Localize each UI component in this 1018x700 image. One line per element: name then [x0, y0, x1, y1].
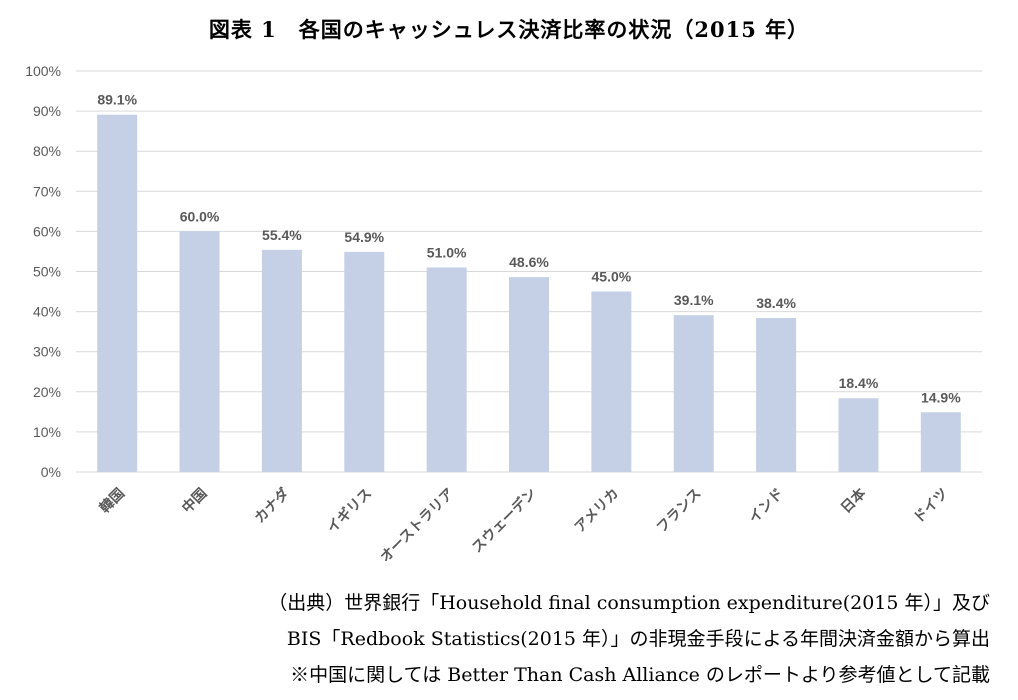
source-note-line-1: （出典）世界銀行「Household final consumption exp…	[268, 592, 990, 614]
bar	[97, 114, 138, 473]
data-label: 89.1%	[97, 92, 137, 108]
data-label: 51.0%	[427, 244, 467, 260]
bar	[344, 251, 385, 472]
y-tick-label: 0%	[41, 464, 61, 480]
x-tick-label: オーストラリア	[377, 486, 457, 566]
bar-chart: 0% 10% 20% 30% 40% 50% 60% 70% 80% 90% 100% 89.1% 6…	[25, 63, 982, 566]
y-tick-label: 90%	[33, 103, 61, 119]
bar	[920, 412, 961, 472]
y-tick-label: 100%	[25, 63, 61, 79]
bars	[97, 114, 961, 473]
data-label: 55.4%	[262, 227, 302, 243]
x-tick-label: アメリカ	[572, 486, 622, 536]
y-tick-label: 20%	[33, 384, 61, 400]
source-note-line-2: BIS「Redbook Statistics(2015 年）」の非現金手段による…	[286, 628, 990, 650]
y-axis-ticks: 0% 10% 20% 30% 40% 50% 60% 70% 80% 90% 100%	[25, 63, 61, 480]
x-tick-label: イギリス	[323, 485, 375, 537]
y-tick-label: 10%	[33, 424, 61, 440]
y-tick-label: 70%	[33, 183, 61, 199]
data-label: 18.4%	[839, 375, 879, 391]
chart-title: 図表 1 各国のキャッシュレス決済比率の状況（2015 年）	[208, 17, 810, 42]
data-labels: 89.1% 60.0% 55.4% 54.9% 51.0% 48.6% 45.0% 39.1%…	[97, 92, 961, 406]
x-axis-labels: 韓国 中国 カナダ イギリス オーストラリア スウェーデン アメリカ フランス インド 日本 ドイツ	[96, 484, 951, 566]
y-tick-label: 40%	[33, 304, 61, 320]
y-tick-label: 50%	[33, 264, 61, 280]
x-tick-label: 中国	[179, 485, 211, 517]
data-label: 38.4%	[756, 295, 796, 311]
bar	[673, 315, 714, 472]
data-label: 45.0%	[592, 269, 632, 285]
x-tick-label: フランス	[654, 486, 705, 537]
x-tick-label: スウェーデン	[468, 485, 539, 556]
y-tick-label: 60%	[33, 223, 61, 239]
source-note-line-3: ※中国に関しては Better Than Cash Alliance のレポート…	[290, 664, 990, 686]
data-label: 48.6%	[509, 254, 549, 270]
bar	[591, 291, 632, 472]
data-label: 14.9%	[921, 389, 961, 405]
bar	[426, 267, 467, 472]
data-label: 54.9%	[344, 229, 384, 245]
y-tick-label: 30%	[33, 344, 61, 360]
x-tick-label: 韓国	[96, 485, 128, 517]
bar	[756, 318, 797, 472]
x-tick-label: インド	[746, 486, 787, 527]
x-tick-label: ドイツ	[911, 486, 952, 527]
bar	[261, 249, 302, 472]
y-tick-label: 80%	[33, 143, 61, 159]
x-tick-label: 日本	[837, 484, 870, 517]
bar	[509, 277, 549, 472]
bar	[179, 231, 220, 472]
bar	[838, 398, 879, 472]
data-label: 60.0%	[180, 208, 220, 224]
data-label: 39.1%	[674, 292, 714, 308]
x-tick-label: カナダ	[251, 485, 293, 527]
